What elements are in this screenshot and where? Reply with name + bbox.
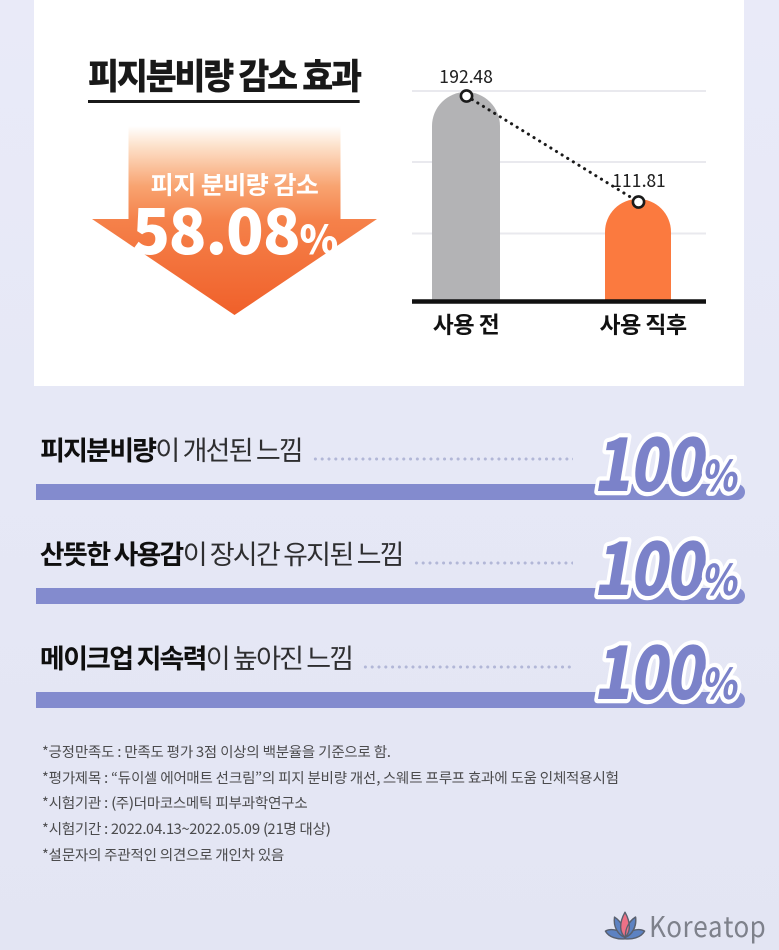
- percent-value: 100%: [586, 425, 743, 511]
- brand-name: Koreatop: [649, 904, 767, 946]
- svg-text:100%: 100%: [590, 633, 743, 719]
- row-statement: 피지분비량이 개선된 느낌: [40, 429, 304, 468]
- dotted-leader: [311, 457, 573, 461]
- arrow-body: [92, 126, 377, 315]
- svg-text:100%: 100%: [590, 529, 743, 615]
- lotus-icon: [604, 911, 646, 940]
- lotus-center-petal: [619, 911, 631, 938]
- value-label-before: 192.48: [439, 64, 493, 89]
- footnotes: *긍정만족도 : 만족도 평가 3점 이상의 백분율을 기준으로 함. *평가제…: [42, 739, 619, 868]
- satisfaction-row: 메이크업 지속력이 높아진 느낌 100%: [0, 633, 779, 723]
- footnote: *평가제목 : “듀이셀 에어매트 선크림”의 피지 분비량 개선, 스웨트 프…: [42, 766, 619, 788]
- category-after: 사용 직후: [599, 306, 687, 340]
- marker-before: [459, 89, 474, 103]
- dotted-leader: [362, 665, 573, 669]
- percent-bar: [36, 691, 745, 708]
- result-card: 피지분비량 감소 효과 피지 분비량 감소 58.08% 192.48 111.…: [34, 0, 744, 386]
- lotus-overlap-line: [624, 915, 637, 938]
- row-statement: 메이크업 지속력이 높아진 느낌: [40, 637, 354, 676]
- svg-text:100%: 100%: [590, 425, 743, 511]
- satisfaction-row: 피지분비량이 개선된 느낌 100%: [0, 425, 779, 515]
- percent-number: 100: [590, 529, 715, 615]
- percent-number: 100: [590, 633, 715, 719]
- arrow-percentage: 58.08%: [92, 196, 377, 258]
- percent-sign: %: [299, 210, 338, 266]
- trend-dotted-line: [465, 94, 640, 204]
- footnote: *설문자의 주관적인 의견으로 개인차 있음: [42, 843, 285, 865]
- bar-before: [432, 92, 500, 301]
- arrow-caption: 피지 분비량 감소: [150, 166, 319, 202]
- footnote: *시험기관 : (주)더마코스메틱 피부과학연구소: [42, 792, 308, 814]
- percent-bar: [36, 483, 745, 500]
- footnote: *시험기간 : 2022.04.13~2022.05.09 (21명 대상): [42, 818, 331, 840]
- category-before: 사용 전: [432, 306, 500, 340]
- percent-value: 100%: [586, 633, 743, 719]
- value-label-after: 111.81: [612, 168, 666, 193]
- dotted-leader: [412, 561, 573, 565]
- satisfaction-row: 산뜻한 사용감이 장시간 유지된 느낌 100%: [0, 529, 779, 619]
- brand-logo: Koreatop: [604, 904, 779, 946]
- arrow-percent-number: 58.08: [131, 182, 301, 272]
- bar-chart: [412, 89, 706, 304]
- bar-after: [605, 199, 671, 301]
- percent-value: 100%: [586, 529, 743, 615]
- row-statement: 산뜻한 사용감이 장시간 유지된 느낌: [40, 533, 404, 572]
- percent-bar: [36, 587, 745, 604]
- percent-number: 100: [590, 425, 715, 511]
- footnote: *긍정만족도 : 만족도 평가 3점 이상의 백분율을 기준으로 함.: [42, 741, 391, 762]
- marker-after: [631, 195, 646, 209]
- down-arrow-shape: [92, 126, 377, 315]
- card-title: 피지분비량 감소 효과: [88, 56, 362, 103]
